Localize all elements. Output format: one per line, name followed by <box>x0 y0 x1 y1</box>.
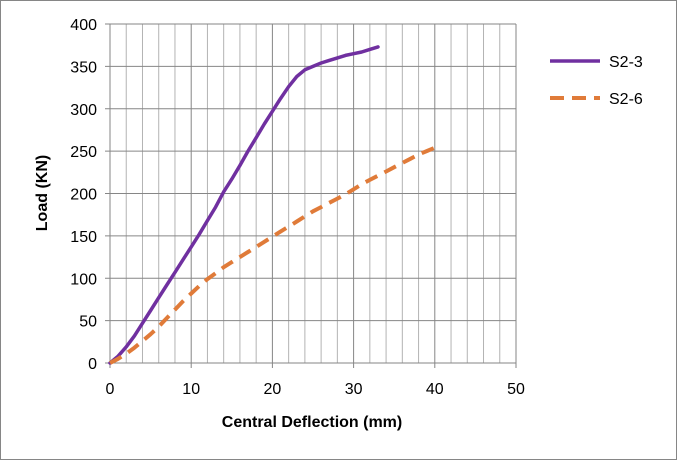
y-tick-label: 250 <box>70 144 97 161</box>
y-tick-label: 100 <box>70 271 97 288</box>
x-tick-label: 30 <box>345 381 363 398</box>
x-axis-title: Central Deflection (mm) <box>222 414 402 431</box>
y-tick-label: 150 <box>70 229 97 246</box>
y-axis-title: Load (KN) <box>34 155 51 231</box>
x-tick-label: 0 <box>106 381 115 398</box>
series-line-s2-3 <box>108 45 380 365</box>
series <box>108 45 436 365</box>
x-tick-label: 50 <box>507 381 525 398</box>
legend-label-s2-6: S2-6 <box>609 91 643 108</box>
y-tick-label: 300 <box>70 102 97 119</box>
y-tick-label: 50 <box>79 314 97 331</box>
y-tick-label: 350 <box>70 59 97 76</box>
axes <box>105 23 517 368</box>
legend: S2-3 S2-6 <box>550 54 643 108</box>
y-tick-label: 400 <box>70 17 97 34</box>
series-line-s2-6 <box>109 145 436 365</box>
y-tick-label: 200 <box>70 187 97 204</box>
legend-label-s2-3: S2-3 <box>609 54 643 71</box>
x-tick-label: 10 <box>182 381 200 398</box>
tick-labels: 0 10 20 30 40 50 0 50 100 150 200 250 300 350 400 <box>70 17 525 398</box>
x-tick-label: 40 <box>426 381 444 398</box>
x-tick-label: 20 <box>264 381 282 398</box>
y-tick-label: 0 <box>88 356 97 373</box>
grid <box>109 23 517 364</box>
